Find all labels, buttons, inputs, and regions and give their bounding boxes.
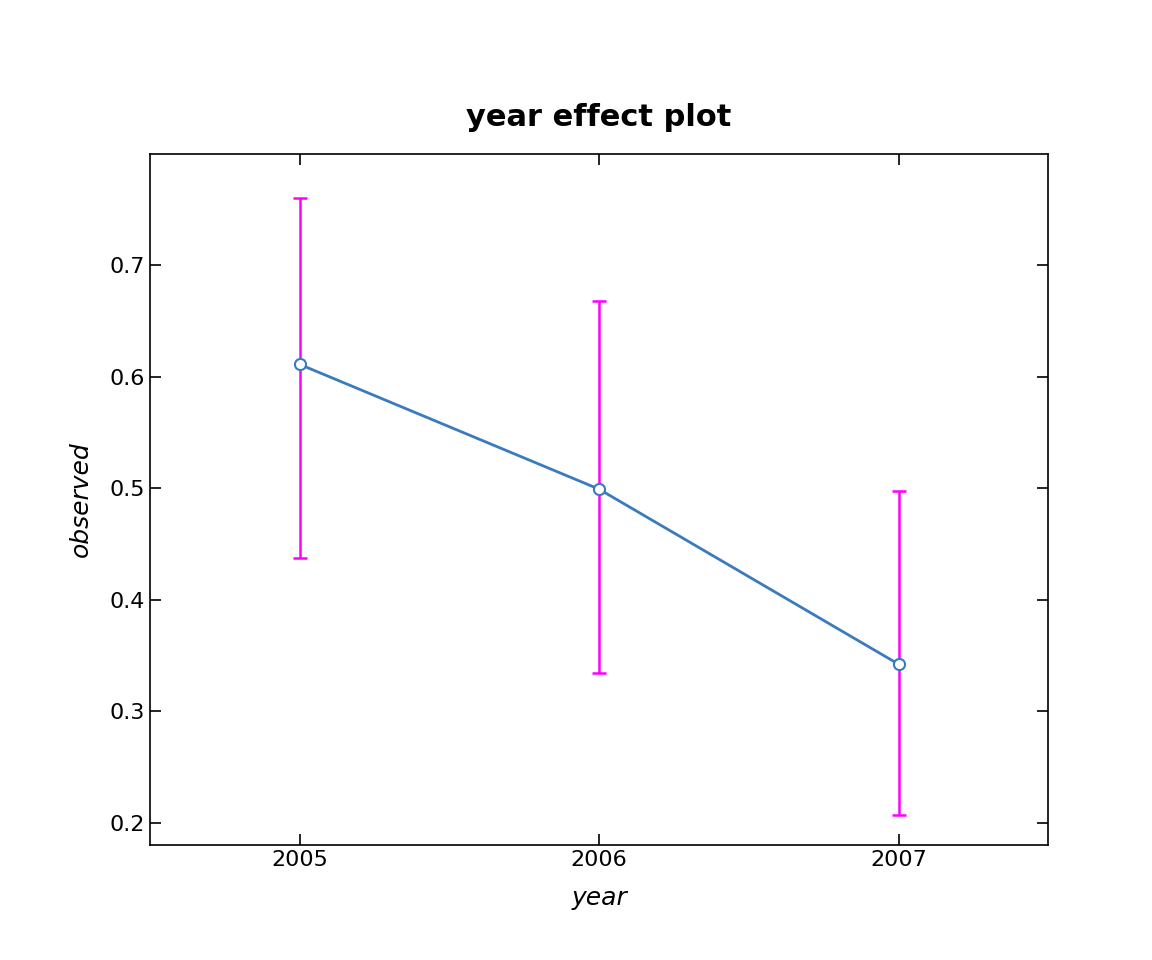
X-axis label: year: year — [571, 886, 627, 910]
Y-axis label: observed: observed — [69, 442, 92, 557]
Title: year effect plot: year effect plot — [467, 103, 732, 132]
